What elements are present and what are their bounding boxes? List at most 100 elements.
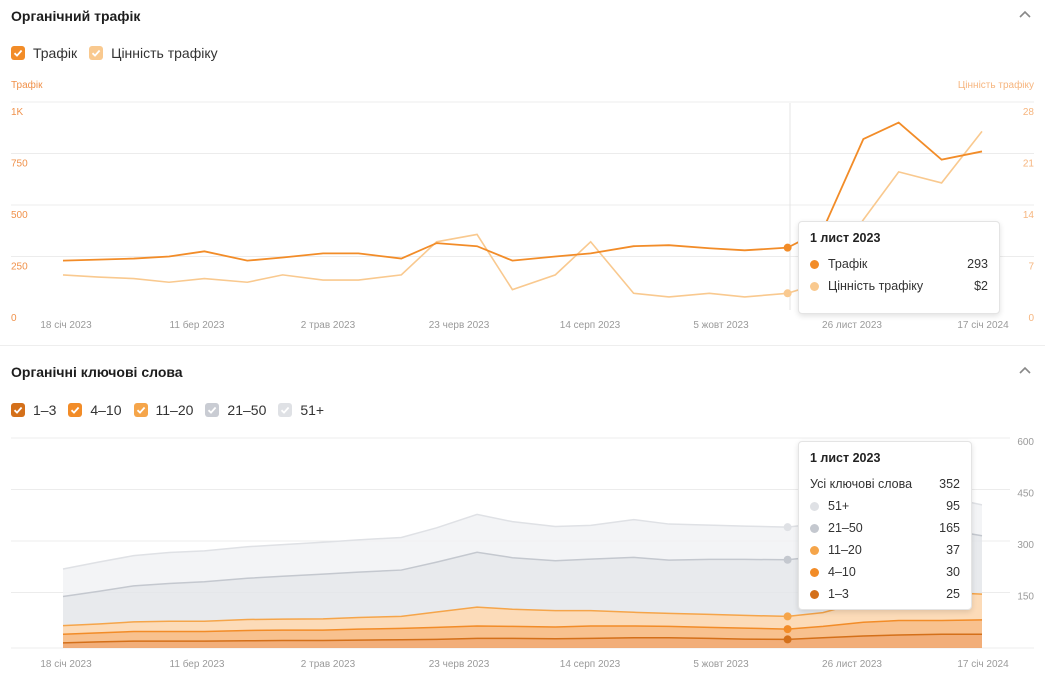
- legend-label: 4–10: [90, 402, 122, 418]
- hover-point: [783, 523, 792, 532]
- collapse-keywords-button[interactable]: [1016, 362, 1034, 380]
- y-left-tick-label: 750: [11, 159, 28, 170]
- series-dot-icon: [810, 259, 819, 269]
- tooltip-value: 95: [946, 499, 960, 513]
- area-21-50: [63, 528, 982, 626]
- legend-label: 51+: [300, 402, 325, 418]
- keywords-legend: 1–3 4–10 11–20 21–50 51+: [11, 402, 336, 418]
- section-divider: [0, 345, 1045, 346]
- legend-label: Трафік: [33, 45, 78, 61]
- series-dot-icon: [810, 523, 819, 533]
- x-tick-label: 26 лист 2023: [822, 320, 882, 331]
- x-tick-label: 5 жовт 2023: [693, 320, 749, 331]
- y-right-tick-label: 7: [1028, 262, 1034, 273]
- tooltip-value: 25: [946, 587, 960, 601]
- y-left-tick-label: 250: [11, 262, 28, 273]
- y-right-tick-label: 14: [1023, 210, 1035, 221]
- x-tick-label: 14 серп 2023: [560, 659, 621, 670]
- tooltip-value: 30: [946, 565, 960, 579]
- checkbox-checked-icon[interactable]: [278, 403, 293, 417]
- x-tick-label: 14 серп 2023: [560, 320, 621, 331]
- y-left-tick-label: 0: [11, 313, 17, 324]
- legend-label: Цінність трафіку: [111, 45, 218, 61]
- area-11-20: [63, 592, 982, 635]
- x-tick-label: 11 бер 2023: [170, 658, 225, 670]
- checkbox-checked-icon[interactable]: [11, 403, 25, 417]
- y-right-tick-label: 28: [1023, 107, 1035, 118]
- series-dot-icon: [810, 545, 819, 555]
- left-axis-title: Трафік: [11, 80, 43, 91]
- area-line-11-20: [62, 591, 983, 627]
- series-dot-icon: [810, 589, 819, 599]
- checkbox-checked-icon[interactable]: [68, 403, 83, 417]
- tooltip-row: 21–50 165: [810, 517, 960, 539]
- y-right-tick-label: 21: [1023, 159, 1035, 170]
- tooltip-label: 4–10: [828, 565, 856, 579]
- organic-traffic-title: Органічний трафік: [11, 8, 141, 24]
- tooltip-row: 4–10 30: [810, 561, 960, 583]
- chevron-up-icon: [1019, 10, 1031, 18]
- x-tick-label: 26 лист 2023: [822, 659, 882, 670]
- tooltip-value: 293: [967, 257, 988, 271]
- tooltip-row: Цінність трафіку $2: [810, 275, 988, 297]
- legend-traffic-value[interactable]: Цінність трафіку: [89, 45, 218, 61]
- tooltip-row: Трафік 293: [810, 253, 988, 275]
- checkbox-checked-icon[interactable]: [11, 46, 25, 60]
- series-dot-icon: [810, 281, 819, 291]
- traffic-tooltip: 1 лист 2023 Трафік 293 Цінність трафіку …: [798, 221, 1000, 314]
- organic-keywords-title: Органічні ключові слова: [11, 364, 183, 380]
- legend-pos-1-3[interactable]: 1–3: [11, 402, 56, 418]
- tooltip-date: 1 лист 2023: [810, 451, 881, 465]
- x-tick-label: 17 січ 2024: [957, 320, 1009, 331]
- x-tick-label: 2 трав 2023: [301, 320, 356, 331]
- area-line-1-3: [62, 633, 982, 644]
- area-line-4-10: [62, 619, 983, 636]
- legend-pos-21-50[interactable]: 21–50: [205, 402, 266, 418]
- legend-label: 21–50: [227, 402, 267, 418]
- x-tick-label: 2 трав 2023: [301, 659, 356, 670]
- y-left-tick-label: 500: [11, 210, 28, 221]
- tooltip-value: $2: [974, 279, 988, 293]
- hover-point: [783, 635, 792, 644]
- x-tick-label: 18 січ 2023: [40, 320, 92, 331]
- checkbox-checked-icon[interactable]: [133, 403, 148, 417]
- tooltip-value: 37: [946, 543, 960, 557]
- x-tick-label: 23 черв 2023: [429, 659, 490, 670]
- series-dot-icon: [810, 501, 819, 511]
- y-right-tick-label: 450: [1017, 489, 1034, 500]
- chevron-up-icon: [1019, 366, 1031, 374]
- area-1-3: [63, 634, 982, 648]
- checkbox-checked-icon[interactable]: [205, 403, 220, 417]
- tooltip-date: 1 лист 2023: [810, 231, 881, 245]
- area-4-10: [63, 619, 982, 643]
- tooltip-label: 11–20: [828, 543, 862, 557]
- tooltip-total-row: Усі ключові слова 352: [810, 473, 960, 495]
- y-left-tick-label: 1K: [11, 107, 24, 118]
- hover-point: [783, 625, 792, 634]
- hover-point-traffic: [783, 243, 792, 252]
- tooltip-label: 51+: [828, 499, 850, 513]
- area-51-plus: [63, 496, 982, 597]
- y-right-tick-label: 0: [1028, 313, 1034, 324]
- tooltip-label: 21–50: [828, 521, 863, 535]
- collapse-traffic-button[interactable]: [1016, 6, 1034, 24]
- y-right-tick-label: 300: [1017, 540, 1034, 551]
- legend-label: 11–20: [155, 402, 194, 418]
- x-tick-label: 11 бер 2023: [170, 319, 225, 331]
- legend-pos-11-20[interactable]: 11–20: [133, 402, 194, 418]
- legend-traffic[interactable]: Трафік: [11, 45, 77, 61]
- checkbox-checked-icon[interactable]: [89, 46, 104, 60]
- y-right-tick-label: 600: [1017, 437, 1034, 448]
- x-tick-label: 17 січ 2024: [957, 659, 1009, 670]
- right-axis-title: Цінність трафіку: [957, 80, 1034, 91]
- hover-point: [783, 555, 792, 564]
- x-tick-label: 23 черв 2023: [429, 320, 490, 331]
- tooltip-row: 51+ 95: [810, 495, 960, 517]
- series-dot-icon: [810, 567, 819, 577]
- tooltip-label: Усі ключові слова: [810, 477, 913, 491]
- legend-pos-51-plus[interactable]: 51+: [278, 402, 324, 418]
- tooltip-row: 1–3 25: [810, 583, 960, 605]
- traffic-legend: Трафік Цінність трафіку: [11, 45, 230, 61]
- legend-pos-4-10[interactable]: 4–10: [68, 402, 122, 418]
